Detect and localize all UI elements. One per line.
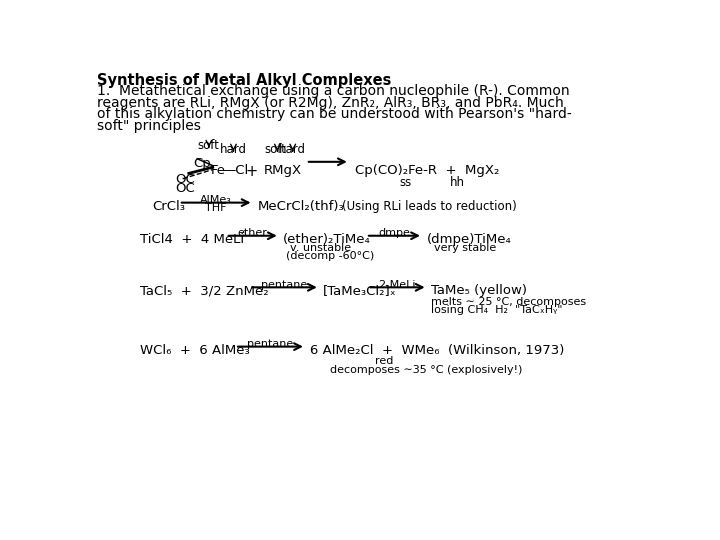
Text: losing CH₄  H₂  "TaCₓHᵧ": losing CH₄ H₂ "TaCₓHᵧ" xyxy=(431,305,562,315)
Text: of this alkylation chemistry can be understood with Pearson's "hard-: of this alkylation chemistry can be unde… xyxy=(97,107,572,121)
Text: melts ∼ 25 °C, decomposes: melts ∼ 25 °C, decomposes xyxy=(431,296,586,307)
Text: red: red xyxy=(375,356,394,366)
Text: AlMe₃: AlMe₃ xyxy=(200,195,232,205)
Text: (Using RLi leads to reduction): (Using RLi leads to reduction) xyxy=(342,200,517,213)
Text: 1.  Metathetical exchange using a carbon nucleophile (R-). Common: 1. Metathetical exchange using a carbon … xyxy=(97,84,570,98)
Text: TaCl₅  +  3/2 ZnMe₂: TaCl₅ + 3/2 ZnMe₂ xyxy=(140,284,268,297)
Text: CrCl₃: CrCl₃ xyxy=(152,200,185,213)
Text: decomposes ∼35 °C (explosively!): decomposes ∼35 °C (explosively!) xyxy=(330,365,523,375)
Text: soft: soft xyxy=(264,143,286,157)
Text: hard: hard xyxy=(220,143,247,157)
Text: +: + xyxy=(246,164,258,179)
Text: THF: THF xyxy=(205,202,227,213)
Text: (ether)₂TiMe₄: (ether)₂TiMe₄ xyxy=(283,233,371,246)
Text: MeCrCl₂(thf)₃: MeCrCl₂(thf)₃ xyxy=(257,200,344,213)
Text: —Cl: —Cl xyxy=(222,164,249,177)
Text: Cp: Cp xyxy=(194,157,211,170)
Text: dmpe: dmpe xyxy=(379,228,410,238)
Text: pentane: pentane xyxy=(261,280,307,289)
Text: soft: soft xyxy=(198,139,220,152)
Text: [TaMe₃Cl₂]ₓ: [TaMe₃Cl₂]ₓ xyxy=(323,284,397,297)
Text: Synthesis of Metal Alkyl Complexes: Synthesis of Metal Alkyl Complexes xyxy=(97,72,392,87)
Text: WCl₆  +  6 AlMe₃: WCl₆ + 6 AlMe₃ xyxy=(140,343,249,356)
Text: very stable: very stable xyxy=(434,244,497,253)
Text: OC: OC xyxy=(175,173,194,186)
Text: (decomp -60°C): (decomp -60°C) xyxy=(286,251,374,261)
Text: Fe: Fe xyxy=(211,164,226,177)
Text: 2 MeLi: 2 MeLi xyxy=(379,280,415,289)
Text: hard: hard xyxy=(279,143,305,157)
Text: (dmpe)TiMe₄: (dmpe)TiMe₄ xyxy=(427,233,511,246)
Text: TiCl4  +  4 MeLi: TiCl4 + 4 MeLi xyxy=(140,233,243,246)
Text: Cp(CO)₂Fe-R  +  MgX₂: Cp(CO)₂Fe-R + MgX₂ xyxy=(355,164,500,177)
Text: v. unstable: v. unstable xyxy=(290,244,351,253)
Text: pentane: pentane xyxy=(247,339,294,349)
Text: TaMe₅ (yellow): TaMe₅ (yellow) xyxy=(431,284,526,297)
Text: RMgX: RMgX xyxy=(264,164,302,177)
Text: hh: hh xyxy=(450,177,465,190)
Text: ether: ether xyxy=(238,228,268,238)
Text: reagents are RLi, RMgX (or R2Mg), ZnR₂, AlR₃, BR₃, and PbR₄. Much: reagents are RLi, RMgX (or R2Mg), ZnR₂, … xyxy=(97,96,564,110)
Text: OC: OC xyxy=(175,182,194,195)
Text: 6 AlMe₂Cl  +  WMe₆  (Wilkinson, 1973): 6 AlMe₂Cl + WMe₆ (Wilkinson, 1973) xyxy=(310,343,564,356)
Text: soft" principles: soft" principles xyxy=(97,119,201,133)
Text: ss: ss xyxy=(400,177,412,190)
